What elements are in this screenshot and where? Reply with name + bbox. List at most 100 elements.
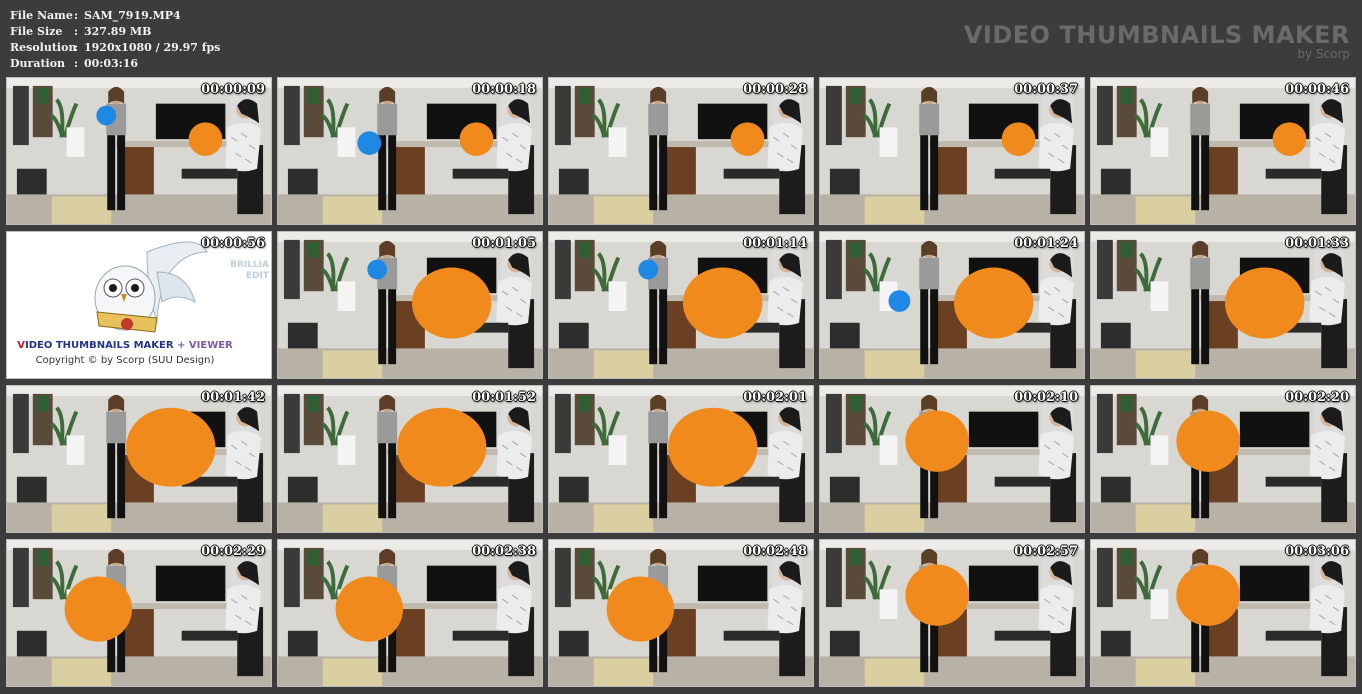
orange-balloon [335,576,404,642]
info-value: 1920x1080 / 29.97 fps [84,41,221,54]
thumbnail-scene [820,386,1084,532]
orange-balloon [64,576,133,642]
timestamp-label: 00:01:42 [201,390,265,405]
thumbnail-scene [1091,78,1355,224]
timestamp-label: 00:03:06 [1285,544,1349,559]
brand-watermark: VIDEO THUMBNAILS MAKER by Scorp [964,22,1350,60]
thumbnail-tile[interactable]: 00:01:33 [1090,231,1356,379]
thumbnail-tile[interactable]: 00:01:05 [277,231,543,379]
thumbnail-grid: 00:00:09 00:00:18 [6,77,1356,687]
thumbnail-tile[interactable]: 00:01:14 [548,231,814,379]
thumbnail-tile[interactable]: 00:02:57 [819,539,1085,687]
info-separator: : [74,41,79,54]
thumbnail-tile[interactable]: 00:00:37 [819,77,1085,225]
orange-balloon [126,407,216,487]
orange-balloon [1224,267,1305,339]
info-row-file-name: File Name : SAM_7919.MP4 [10,8,220,24]
info-key: Resolution [10,41,77,54]
thumbnail-scene [820,78,1084,224]
orange-balloon [1001,122,1036,156]
info-separator: : [74,57,79,70]
thumbnail-scene [549,232,813,378]
orange-balloon [905,564,969,626]
thumbnail-scene [7,540,271,686]
info-separator: : [74,9,79,22]
timestamp-label: 00:02:20 [1285,390,1349,405]
thumbnail-tile[interactable]: 00:03:06 [1090,539,1356,687]
orange-balloon [1176,410,1240,472]
blue-balloon [367,259,388,280]
thumbnail-scene [549,386,813,532]
thumbnail-tile[interactable]: 00:00:46 [1090,77,1356,225]
orange-balloon [905,410,969,472]
timestamp-label: 00:00:37 [1014,82,1078,97]
thumbnail-tile[interactable]: BRILLIA EDIT VIDEO THUMBNAILS MAKER + VIEW… [6,231,272,379]
thumbnail-tile[interactable]: 00:00:18 [277,77,543,225]
timestamp-label: 00:00:56 [201,236,265,251]
thumbnail-tile[interactable]: 00:01:42 [6,385,272,533]
orange-balloon [668,407,758,487]
splash-side-line: EDIT [245,271,269,281]
timestamp-label: 00:01:05 [472,236,536,251]
thumbnail-scene [7,78,271,224]
orange-balloon [411,267,492,339]
thumbnail-tile[interactable]: 00:02:29 [6,539,272,687]
orange-balloon [1272,122,1307,156]
orange-balloon [188,122,223,156]
splash-side-text: BRILLIA EDIT [230,260,269,282]
brand-subtitle: by Scorp [1297,47,1350,61]
splash-copyright: Copyright © by Scorp (SUU Design) [35,355,215,366]
thumbnail-tile[interactable]: 00:00:09 [6,77,272,225]
thumbnail-scene [278,386,542,532]
thumbnail-scene [278,78,542,224]
timestamp-label: 00:01:24 [1014,236,1078,251]
timestamp-label: 00:02:29 [201,544,265,559]
thumbnail-tile[interactable]: 00:00:28 [548,77,814,225]
timestamp-label: 00:01:52 [472,390,536,405]
info-value: 00:03:16 [84,57,139,70]
orange-balloon [397,407,487,487]
splash-title-viewer: + VIEWER [177,340,233,351]
thumbnail-tile[interactable]: 00:02:38 [277,539,543,687]
timestamp-label: 00:02:38 [472,544,536,559]
info-key: File Size [10,25,63,38]
timestamp-label: 00:02:48 [743,544,807,559]
thumbnail-tile[interactable]: 00:01:52 [277,385,543,533]
info-separator: : [74,25,79,38]
thumbnail-tile[interactable]: 00:02:48 [548,539,814,687]
blue-balloon [638,259,659,280]
info-value: SAM_7919.MP4 [84,9,181,22]
info-value: 327.89 MB [84,25,152,38]
info-row-duration: Duration : 00:03:16 [10,56,220,72]
orange-balloon [730,122,765,156]
timestamp-label: 00:00:46 [1285,82,1349,97]
timestamp-label: 00:01:33 [1285,236,1349,251]
timestamp-label: 00:02:01 [743,390,807,405]
splash-title: VIDEO THUMBNAILS MAKER + VIEWER [7,340,243,351]
thumbnail-scene [1091,540,1355,686]
orange-balloon [606,576,675,642]
blue-balloon [357,131,382,155]
info-row-resolution: Resolution : 1920x1080 / 29.97 fps [10,40,220,56]
thumbnail-tile[interactable]: 00:01:24 [819,231,1085,379]
orange-balloon [459,122,494,156]
thumbnail-scene [7,386,271,532]
orange-balloon [682,267,763,339]
info-key: Duration [10,57,66,70]
timestamp-label: 00:02:57 [1014,544,1078,559]
brand-title: VIDEO THUMBNAILS MAKER [963,21,1350,49]
file-info-panel: File Name : SAM_7919.MP4 File Size : 327… [10,8,220,72]
thumbnail-scene [278,540,542,686]
timestamp-label: 00:00:18 [472,82,536,97]
timestamp-label: 00:01:14 [743,236,807,251]
splash-side-line: BRILLIA [230,260,269,270]
thumbnail-tile[interactable]: 00:02:01 [548,385,814,533]
orange-balloon [1176,564,1240,626]
splash-title-main: IDEO THUMBNAILS MAKER [24,340,178,351]
thumbnail-tile[interactable]: 00:02:20 [1090,385,1356,533]
splash-title-initial: V [17,340,25,351]
thumbnail-scene [278,232,542,378]
splash-panel: BRILLIA EDIT VIDEO THUMBNAILS MAKER + VIEW… [7,232,271,378]
thumbnail-scene [820,232,1084,378]
thumbnail-tile[interactable]: 00:02:10 [819,385,1085,533]
